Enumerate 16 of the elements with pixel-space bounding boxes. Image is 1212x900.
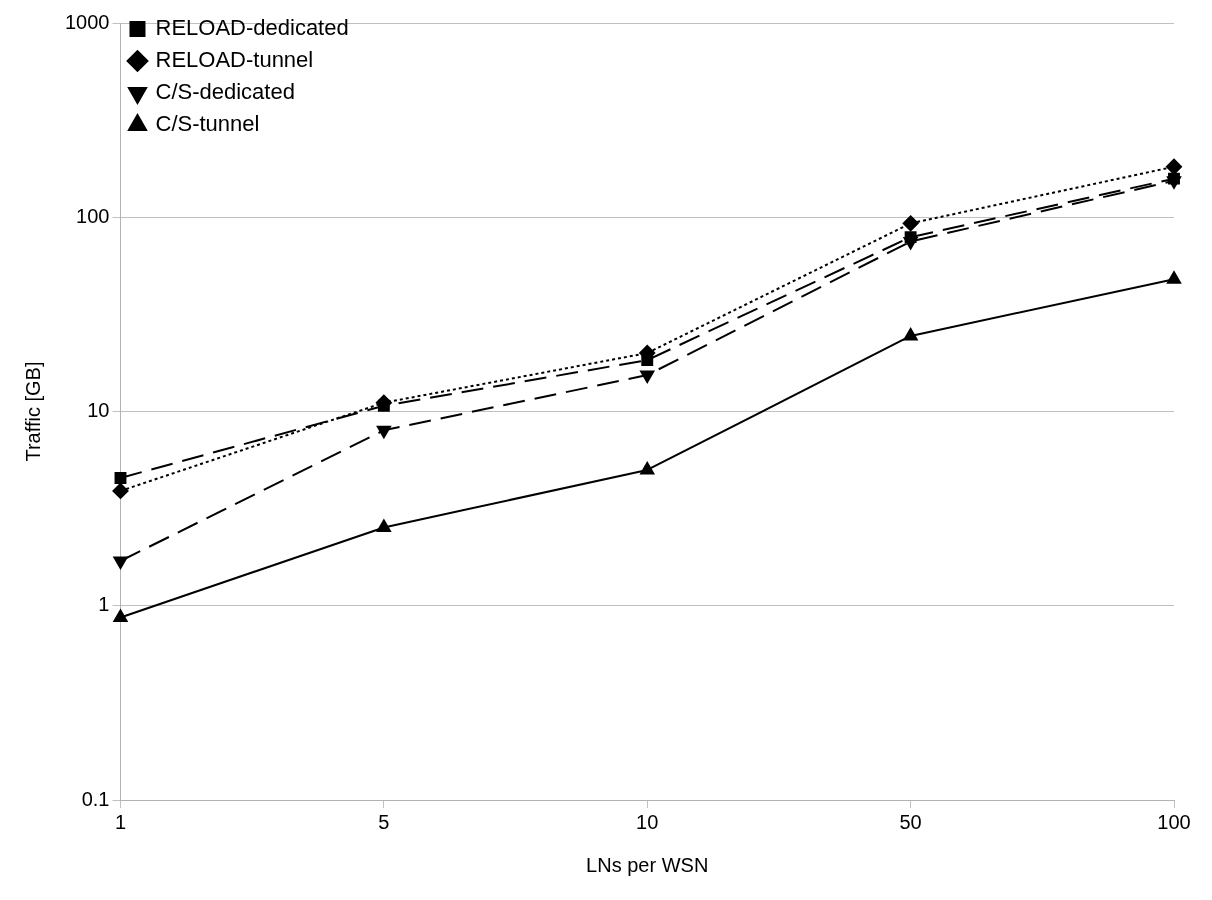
x-tick-label: 50 <box>899 810 922 833</box>
x-axis-title: LNs per WSN <box>586 853 709 876</box>
x-tick-label: 5 <box>378 810 390 833</box>
y-tick-label: 100 <box>76 204 110 227</box>
legend-label: C/S-tunnel <box>155 111 260 137</box>
y-tick-label: 1 <box>98 593 110 616</box>
legend-label: RELOAD-dedicated <box>155 15 349 41</box>
legend-label: RELOAD-tunnel <box>155 47 314 73</box>
y-tick-label: 1000 <box>64 10 110 33</box>
y-tick-label: 0.1 <box>81 787 110 810</box>
x-tick-label: 100 <box>1157 810 1191 833</box>
x-tick-label: 1 <box>114 810 127 833</box>
x-tick-label: 10 <box>636 810 659 833</box>
y-axis-title: Traffic [GB] <box>21 361 44 462</box>
y-tick-label: 10 <box>87 399 110 422</box>
legend-label: C/S-dedicated <box>155 79 295 105</box>
